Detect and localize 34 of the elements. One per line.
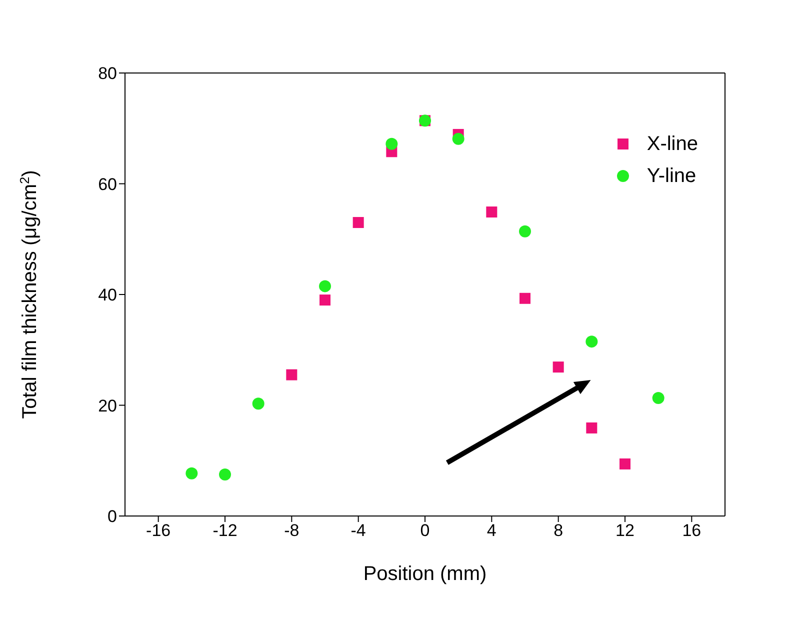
point <box>386 138 398 150</box>
x-tick-label: 0 <box>420 521 430 540</box>
x-axis-title: Position (mm) <box>363 563 487 585</box>
point <box>519 225 531 238</box>
y-tick-label: 20 <box>98 396 117 416</box>
point <box>586 336 598 348</box>
y-tick-label: 0 <box>108 507 117 526</box>
point <box>320 294 330 306</box>
point <box>586 422 598 434</box>
point <box>652 392 664 404</box>
point <box>352 217 364 228</box>
x-tick-label: 8 <box>554 521 564 540</box>
x-tick-label: -16 <box>146 521 171 540</box>
point <box>620 458 630 470</box>
legend-label: X-line <box>646 132 698 156</box>
x-tick-label: -8 <box>284 521 300 540</box>
point <box>186 467 198 480</box>
x-tick-label: -12 <box>212 521 238 540</box>
legend-label: Y-line <box>646 164 696 188</box>
point <box>520 292 530 304</box>
x-tick-label: -4 <box>350 521 366 540</box>
point <box>552 362 564 373</box>
point <box>286 369 298 380</box>
point <box>252 398 264 410</box>
x-tick-label: 12 <box>616 521 634 540</box>
point <box>219 468 231 480</box>
point <box>486 206 498 218</box>
point <box>319 280 331 292</box>
x-tick-label: 16 <box>682 521 702 540</box>
y-tick-label: 60 <box>98 174 117 194</box>
point <box>452 132 464 145</box>
y-tick-label: 40 <box>98 286 117 305</box>
x-tick-label: 4 <box>486 521 496 540</box>
y-tick-label: 80 <box>98 64 117 84</box>
